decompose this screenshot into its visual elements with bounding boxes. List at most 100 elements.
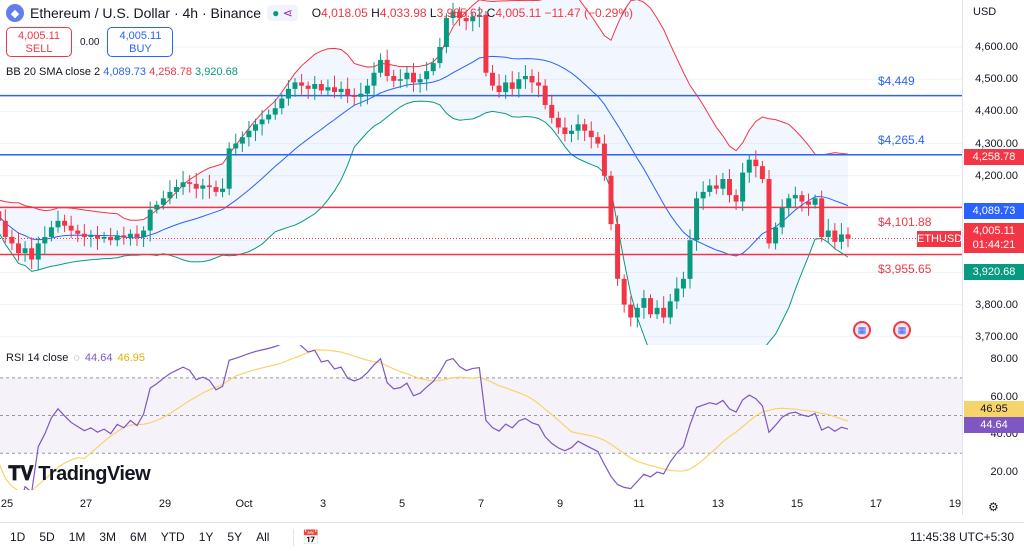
tradingview-logo: 𝐓𝐕 TradingView (8, 463, 151, 485)
level-label: $4,101.88 (878, 215, 932, 230)
candle (838, 234, 844, 242)
candle (779, 208, 785, 228)
date-tick: 5 (398, 498, 406, 510)
us-event-flag-icon[interactable]: ▦ (853, 321, 871, 339)
time-axis[interactable]: 25 27 29 Oct 3 5 7 9 11 13 15 17 19 (0, 498, 962, 516)
candle (167, 191, 173, 199)
candle (141, 230, 147, 237)
candle (674, 288, 680, 302)
rsi-line (23, 345, 849, 490)
candle (9, 236, 15, 244)
level-label: $4,265.4 (878, 132, 925, 147)
date-tick: 9 (556, 498, 564, 510)
candle (490, 72, 495, 86)
candle (601, 143, 607, 176)
symbol-header: ◆ Ethereum / U.S. Dollar · 4h · Binance … (6, 4, 633, 22)
candle (417, 79, 423, 83)
level-label: $3,955.65 (878, 262, 932, 277)
candle (661, 307, 667, 318)
date-tick: 25 (0, 498, 14, 510)
candle (503, 82, 509, 93)
candle (562, 127, 568, 134)
candle (443, 18, 449, 47)
rsi-legend[interactable]: RSI 14 close ◌ 44.64 46.95 (6, 352, 145, 364)
candle (397, 79, 403, 81)
candle (220, 188, 226, 192)
rsi-pane[interactable] (0, 345, 962, 490)
candle (364, 85, 370, 94)
candle (799, 195, 805, 202)
candle (450, 11, 456, 19)
candle (733, 195, 739, 202)
range-button[interactable]: 5D (39, 530, 55, 544)
bb-legend[interactable]: BB 20 SMA close 2 4,089.73 4,258.78 3,92… (6, 66, 238, 78)
candle (411, 72, 416, 83)
candle (246, 130, 252, 138)
price-tick: 4,400.00 (975, 105, 1018, 118)
candle (279, 98, 285, 109)
price-chart[interactable] (0, 0, 962, 345)
range-button[interactable]: 1Y (198, 530, 214, 544)
goto-date-icon[interactable]: 📅 (293, 528, 320, 546)
candle (496, 85, 502, 93)
rsi-ma-line (0, 349, 849, 490)
price-axis[interactable]: USD 4,600.00 4,500.00 4,400.00 4,300.00 4,20… (917, 0, 1024, 515)
candle (305, 85, 311, 89)
range-button[interactable]: 5Y (227, 530, 243, 544)
candle (463, 18, 469, 22)
candle (806, 201, 811, 205)
candle (213, 187, 219, 192)
currency-selector[interactable]: USD (973, 6, 997, 18)
price-tick: 4,600.00 (975, 41, 1018, 53)
price-tick: 4,300.00 (975, 137, 1018, 150)
bottom-toolbar: 1D 5D 1M 3M 6M YTD 1Y 5Y All 📅 11:45:38 UTC+5:30 (0, 522, 1024, 551)
symbol-tag: ETHUSD (917, 230, 963, 247)
symbol-title[interactable]: Ethereum / U.S. Dollar · 4h · Binance (30, 5, 262, 21)
spread: 0.00 (80, 36, 100, 48)
candle (253, 124, 258, 131)
candle (226, 148, 232, 189)
price-tick: 3,800.00 (975, 298, 1018, 311)
range-button[interactable]: 1M (68, 530, 86, 544)
candle (654, 307, 660, 315)
range-button[interactable]: 6M (130, 530, 147, 544)
candle (200, 185, 206, 189)
range-button[interactable]: 1D (10, 530, 26, 544)
candle (55, 220, 61, 228)
range-button[interactable]: 3M (99, 530, 117, 544)
candle (483, 14, 489, 73)
range-button[interactable]: YTD (160, 530, 185, 544)
price-tick: 4,200.00 (975, 169, 1018, 182)
settings-icon[interactable]: ⚙ (988, 500, 999, 514)
rsi-tick: 80.00 (990, 353, 1018, 365)
candle (615, 224, 621, 279)
clock[interactable]: 11:45:38 UTC+5:30 (909, 530, 1014, 544)
price-tag: 3,920.68 (964, 263, 1024, 280)
candle (22, 248, 28, 254)
sell-button[interactable]: 4,005.11 SELL (6, 27, 72, 57)
candle (154, 204, 160, 210)
candle (694, 198, 700, 241)
candle (292, 82, 298, 89)
market-status-icon[interactable]: ● ⋖ (267, 5, 298, 21)
candle (101, 236, 107, 239)
candle (746, 159, 752, 173)
candle (759, 166, 765, 180)
candle (773, 227, 779, 244)
candle (470, 16, 476, 22)
date-tick: 3 (319, 498, 327, 510)
candle (2, 220, 8, 237)
candle (318, 84, 324, 91)
us-event-flag-icon[interactable]: ▦ (893, 321, 911, 339)
buy-button[interactable]: 4,005.11 BUY (107, 27, 174, 57)
candle (16, 243, 21, 254)
candle (667, 301, 673, 318)
candle (437, 47, 443, 64)
range-button[interactable]: All (256, 530, 270, 544)
price-tag: 4,005.11 (964, 222, 1024, 239)
candle (582, 124, 588, 131)
candle (351, 95, 357, 97)
candle (430, 63, 436, 72)
candle (595, 137, 601, 144)
date-tick: 13 (711, 498, 725, 510)
